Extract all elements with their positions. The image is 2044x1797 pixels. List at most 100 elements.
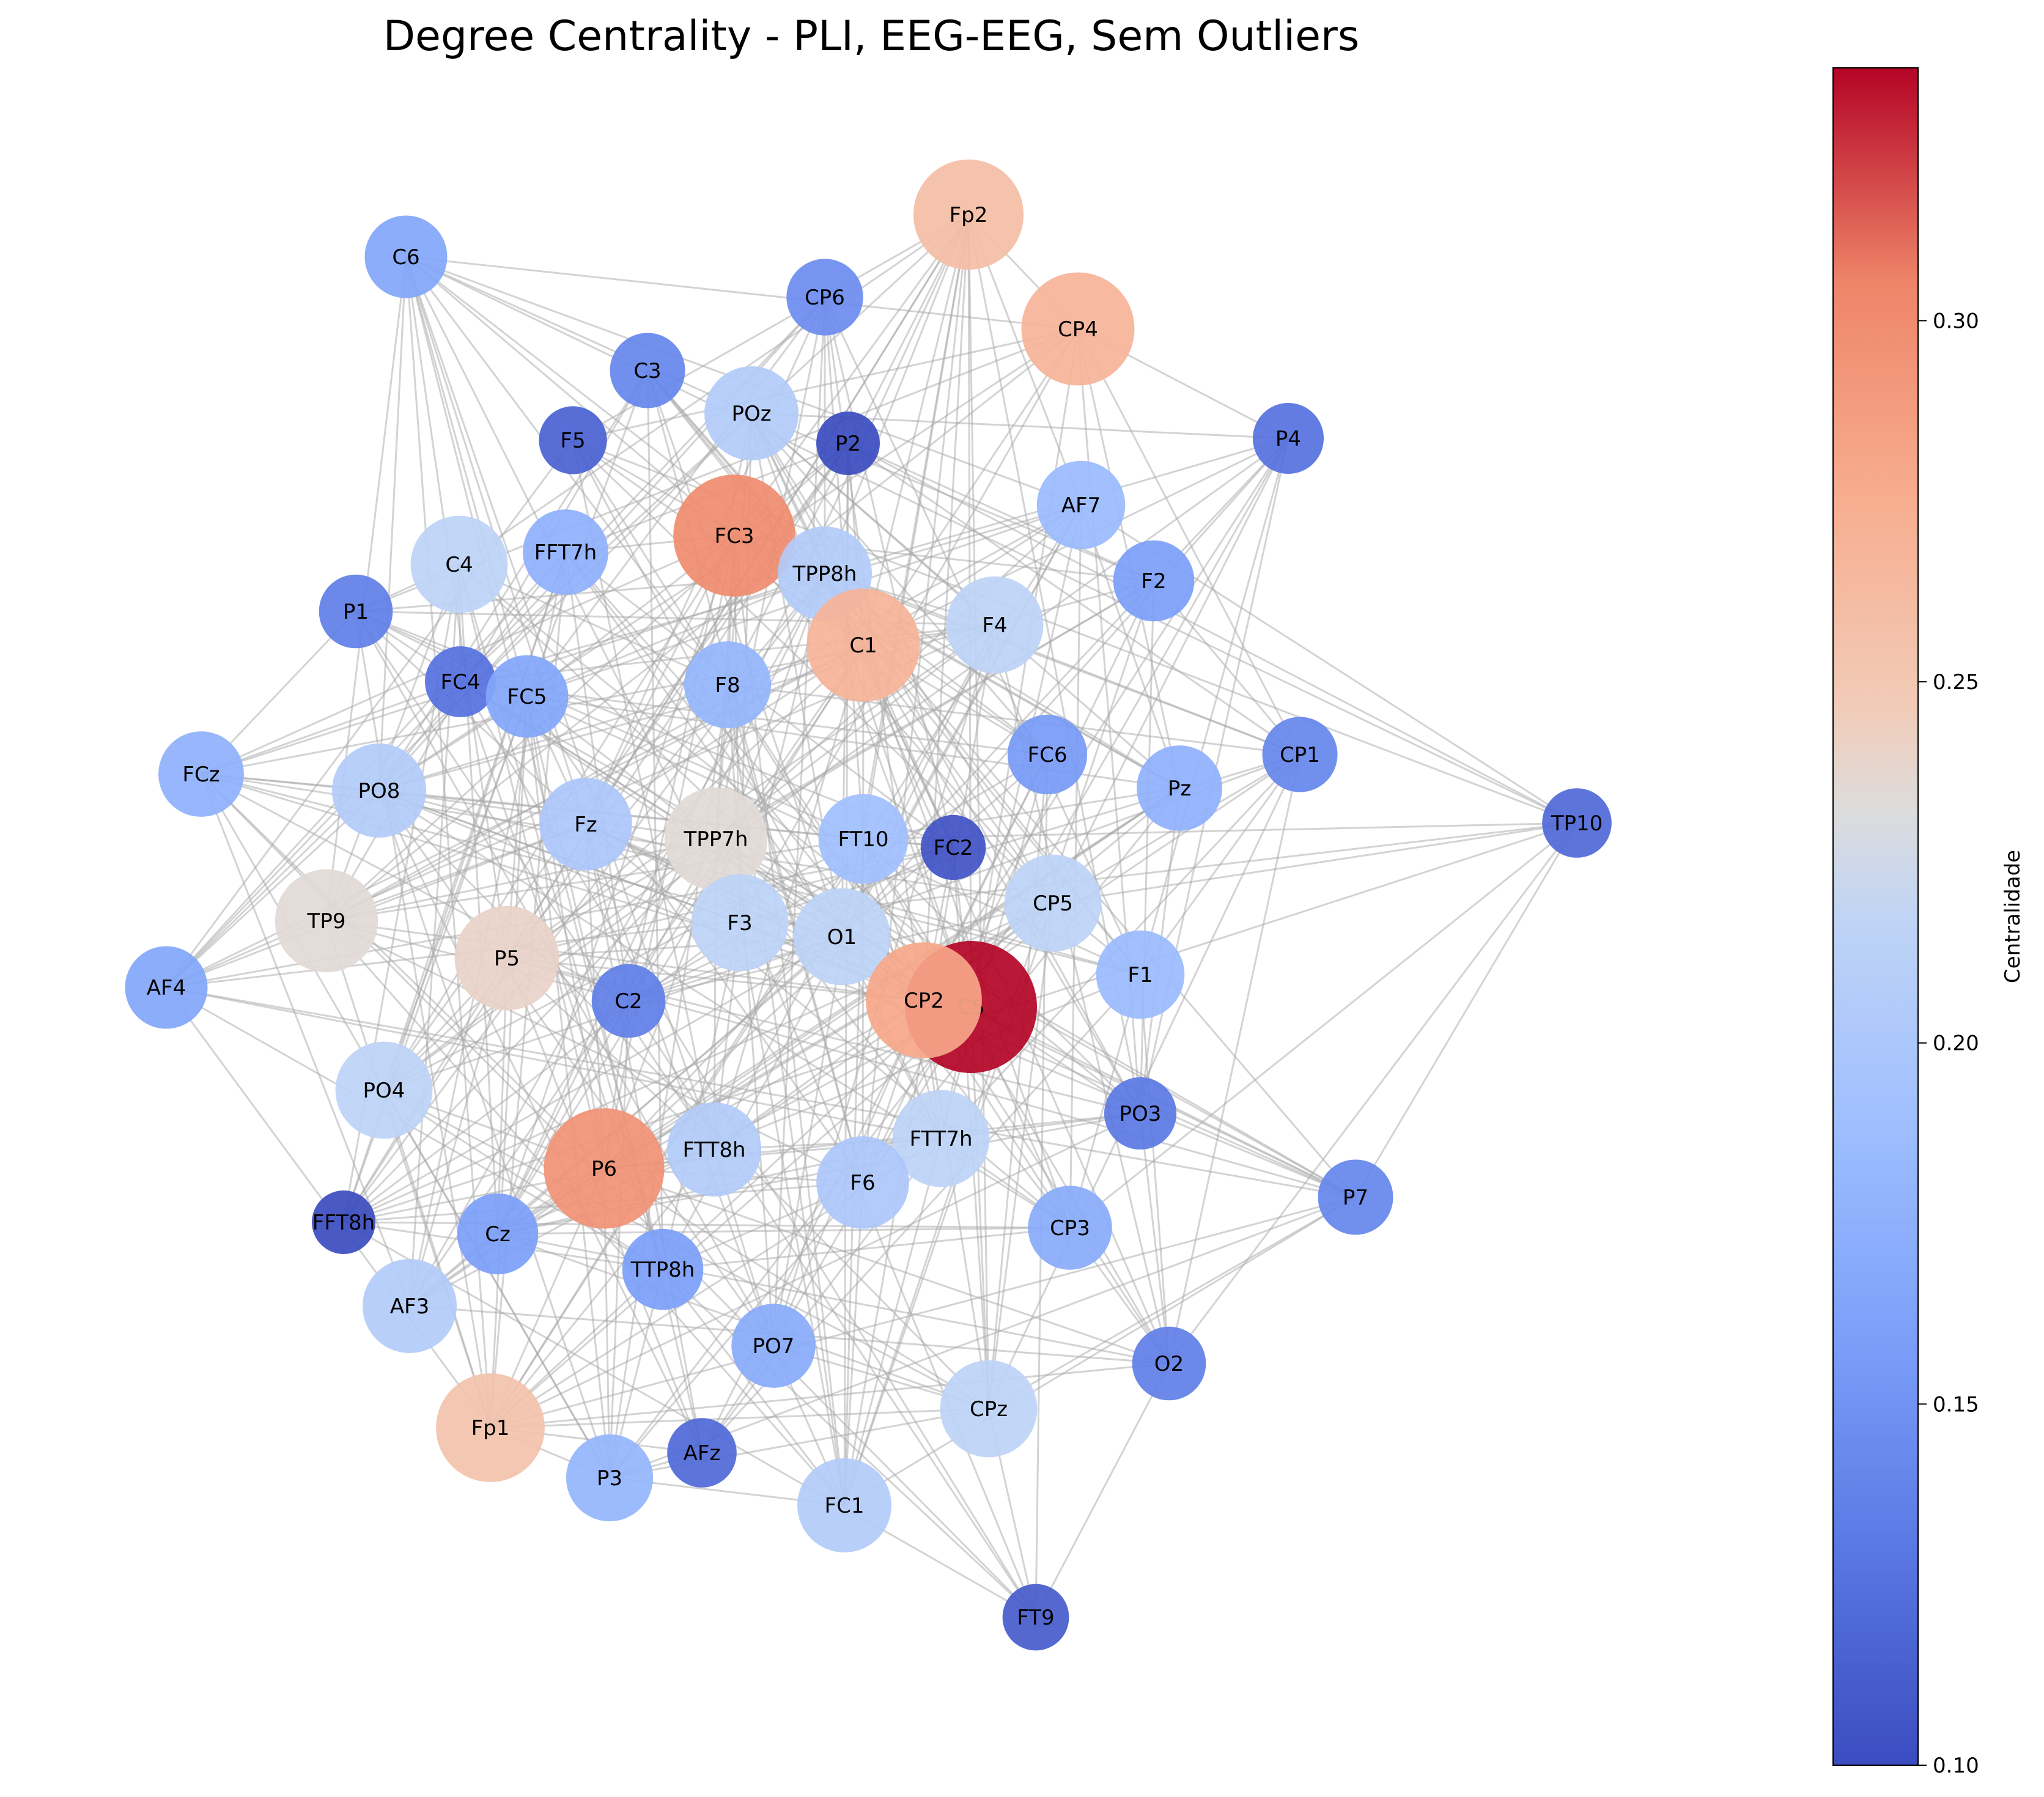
node-label: F6 — [850, 1171, 875, 1195]
node-label: Fp1 — [471, 1416, 510, 1441]
node-circle — [1113, 540, 1195, 622]
node-circle — [793, 888, 891, 986]
node-circle — [1004, 854, 1102, 952]
node-circle — [920, 814, 986, 880]
edge-F1-O2 — [1139, 974, 1170, 1364]
node-fcz: FCz — [158, 731, 244, 817]
edge-AF7-Pz — [1080, 504, 1181, 789]
edge-P4-F6 — [862, 438, 1289, 1183]
node-label: C6 — [392, 245, 419, 270]
node-label: TPP7h — [684, 827, 748, 852]
node-circle — [158, 731, 244, 817]
node-fft7h: FFT7h — [523, 509, 608, 595]
edge-F4-O1 — [841, 624, 996, 937]
edge-Fp2-CPz — [967, 214, 990, 1409]
node-cp4: CP4 — [1021, 272, 1135, 386]
edge-FFT8h-FT9 — [343, 1221, 1036, 1618]
node-circle — [544, 1108, 665, 1229]
node-circle — [275, 869, 378, 973]
edge-C2-FT9 — [627, 1000, 1037, 1618]
node-f5: F5 — [539, 406, 607, 474]
edge-P1-PO7 — [355, 611, 775, 1346]
edge-F3-FC1 — [739, 922, 846, 1506]
node-circle — [1262, 717, 1338, 792]
edge-Pz-FT10 — [863, 787, 1180, 840]
node-layer: Fp2 C6 CP6 CP4 C3 POz F5 P2 P4 AF7 C4 FFT7h FC3 TPP8h… — [125, 159, 1612, 1651]
node-label: FTT8h — [682, 1138, 745, 1162]
edge-TPP8h-CP1 — [824, 572, 1301, 756]
node-f6: F6 — [816, 1136, 909, 1229]
colorbar-ticks: 0.10 0.15 0.20 0.25 0.30 — [1918, 309, 1979, 1778]
node-label: FCz — [182, 762, 220, 787]
node-ft10: FT10 — [818, 794, 909, 884]
edge-PO4-TTP8h — [383, 1089, 663, 1271]
node-tp9: TP9 — [275, 869, 378, 973]
node-label: AFz — [684, 1441, 721, 1466]
node-label: FT9 — [1017, 1606, 1054, 1630]
edge-P5-AF3 — [408, 958, 508, 1307]
node-label: FC5 — [507, 685, 547, 709]
edge-Fp2-TPP8h — [824, 214, 970, 574]
node-p6: P6 — [544, 1108, 665, 1229]
edge-FT10-O2 — [862, 838, 1170, 1364]
node-p2: P2 — [816, 411, 880, 475]
node-label: FC1 — [825, 1494, 865, 1518]
node-label: CP1 — [1280, 743, 1320, 767]
edge-C2-P3 — [608, 1000, 630, 1478]
edge-CP6-FC2 — [824, 297, 954, 848]
edge-P6-O2 — [603, 1167, 1170, 1365]
edge-TP10-CP5 — [1052, 822, 1577, 904]
node-circle — [425, 646, 496, 717]
edge-CPz-Fp1 — [490, 1408, 989, 1429]
edge-PO8-PO7 — [378, 790, 775, 1346]
node-f3: F3 — [691, 874, 789, 972]
node-label: CPz — [970, 1397, 1008, 1422]
node-circle — [866, 942, 982, 1058]
node-circle — [1036, 460, 1126, 550]
node-tp10: TP10 — [1542, 788, 1612, 858]
node-circle — [818, 794, 909, 884]
node-label: O1 — [827, 925, 857, 950]
edge-FCz-P6 — [200, 773, 605, 1170]
colorbar: 0.10 0.15 0.20 0.25 0.30 Centralidade — [1832, 67, 2025, 1778]
node-circle — [1007, 714, 1088, 795]
edge-FFT7h-C5 — [564, 552, 972, 1008]
node-label: FC4 — [441, 670, 481, 695]
colorbar-label: Centralidade — [2001, 850, 2025, 983]
node-label: F3 — [727, 911, 752, 935]
node-circle — [566, 1434, 654, 1522]
node-circle — [816, 411, 880, 475]
node-circle — [485, 655, 569, 738]
node-circle — [940, 1360, 1038, 1458]
node-po7: PO7 — [731, 1304, 816, 1388]
node-label: F4 — [982, 613, 1007, 638]
node-cz: Cz — [457, 1193, 539, 1275]
node-p3: P3 — [566, 1434, 654, 1522]
node-o2: O2 — [1132, 1326, 1206, 1401]
node-circle — [691, 874, 789, 972]
node-label: FFT8h — [312, 1211, 375, 1235]
edge-CP6-FC5 — [526, 297, 826, 697]
edge-FC3-Cz — [496, 535, 736, 1234]
node-c4: C4 — [410, 515, 508, 613]
node-af4: AF4 — [125, 946, 208, 1029]
node-circle — [667, 1102, 761, 1197]
edge-P1-FTT8h — [355, 611, 715, 1150]
node-label: TTP8h — [630, 1258, 695, 1282]
node-circle — [364, 215, 448, 298]
edge-TP9-F6 — [326, 920, 863, 1184]
node-fp1: Fp1 — [436, 1373, 545, 1482]
edge-C1-PO4 — [383, 644, 865, 1091]
edge-CP2-CPz — [923, 1000, 990, 1409]
node-label: F1 — [1127, 963, 1153, 987]
edge-Fp2-FC3 — [733, 214, 970, 536]
edge-Fz-PO7 — [585, 824, 775, 1346]
node-circle — [319, 574, 393, 649]
node-label: Pz — [1168, 777, 1191, 801]
node-pz: Pz — [1137, 745, 1222, 831]
node-label: C3 — [633, 359, 661, 383]
edge-CP4-CP1 — [1077, 328, 1301, 755]
node-label: F5 — [560, 429, 585, 453]
edge-Cz-O2 — [497, 1233, 1170, 1365]
